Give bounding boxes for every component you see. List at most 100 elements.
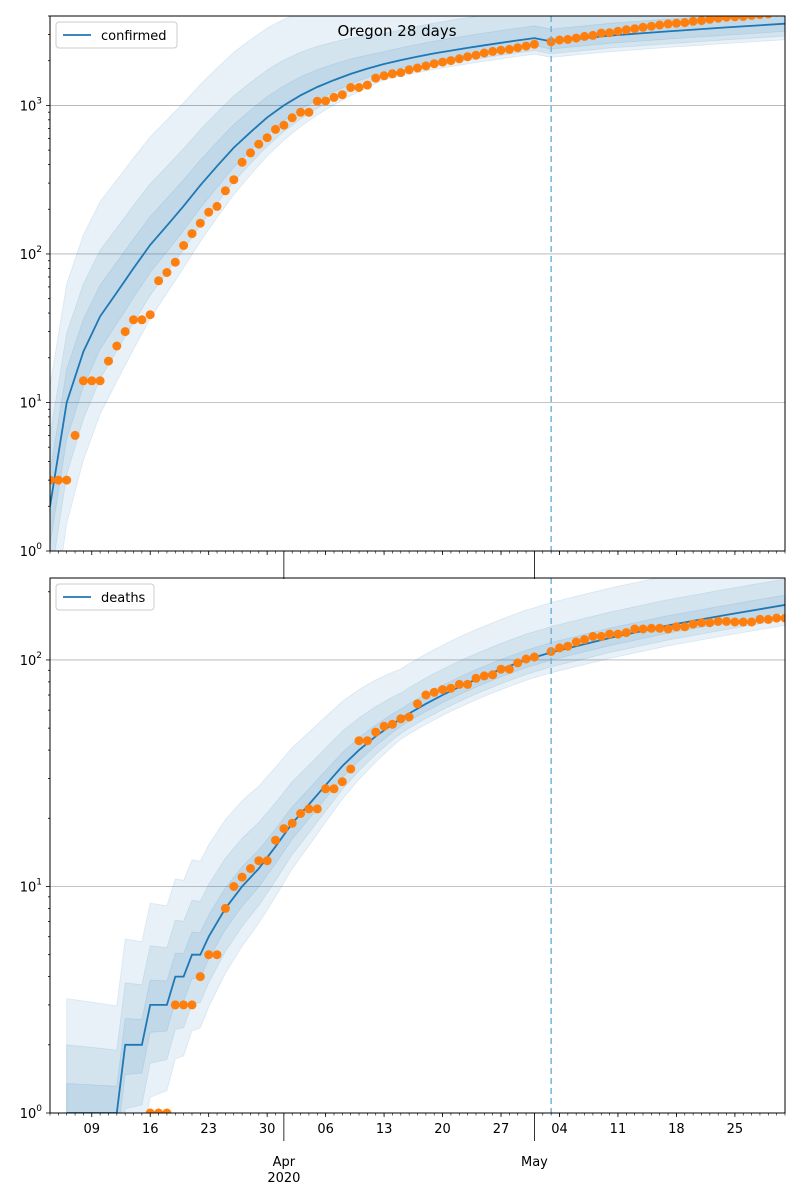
observed-point	[337, 777, 347, 787]
plot-area	[50, 7, 790, 551]
legend-box	[55, 21, 178, 49]
observed-point	[504, 664, 514, 674]
observed-point	[304, 107, 314, 117]
legend: deaths	[55, 583, 155, 611]
observed-point	[646, 623, 656, 633]
observed-point	[154, 1108, 164, 1113]
y-tick-label: 100	[20, 1104, 43, 1122]
x-tick-label: 18	[668, 1122, 685, 1137]
observed-point	[705, 16, 715, 24]
observed-point	[179, 1000, 189, 1010]
x-tick-label: 23	[200, 1122, 217, 1137]
uncertainty-band-1	[66, 578, 785, 1113]
observed-point	[346, 83, 356, 92]
x-year-label: 2020	[267, 1171, 300, 1186]
x-tick-label: 11	[610, 1122, 627, 1137]
observed-point	[571, 33, 581, 43]
observed-point	[738, 617, 748, 627]
observed-point	[279, 824, 289, 834]
observed-point	[195, 972, 205, 982]
observed-point	[104, 356, 113, 366]
observed-point	[162, 1108, 172, 1113]
observed-point	[446, 683, 456, 693]
observed-point	[396, 714, 406, 724]
observed-point	[296, 809, 306, 818]
observed-point	[145, 1108, 155, 1113]
observed-point	[488, 46, 498, 56]
observed-point	[521, 654, 531, 664]
observed-point	[671, 18, 681, 28]
observed-point	[53, 475, 63, 485]
observed-point	[254, 139, 264, 149]
observed-point	[429, 687, 439, 697]
observed-point	[337, 90, 347, 100]
observed-point	[362, 736, 372, 746]
observed-point	[246, 148, 255, 158]
x-tick-label: 04	[551, 1122, 568, 1137]
observed-point	[170, 257, 180, 267]
observed-point	[404, 65, 414, 75]
observed-point	[621, 25, 631, 35]
observed-point	[747, 16, 757, 20]
observed-point	[697, 618, 706, 628]
observed-point	[187, 1000, 197, 1010]
observed-point	[688, 16, 698, 26]
observed-point	[50, 475, 55, 485]
observed-point	[555, 35, 564, 45]
observed-point	[730, 16, 740, 22]
observed-point	[655, 20, 665, 30]
y-tick-label: 101	[20, 393, 42, 411]
observed-point	[78, 376, 88, 386]
observed-point	[479, 48, 489, 58]
observed-point	[496, 45, 506, 55]
deaths-panel: 100 101 102 09 16 23 30 06 13 20 27 04 11 18 25 Apr2020…	[20, 577, 786, 1186]
x-tick-label: 16	[142, 1122, 159, 1137]
observed-point	[764, 16, 773, 19]
observed-point	[262, 133, 272, 143]
observed-point	[387, 719, 397, 729]
observed-point	[580, 31, 589, 41]
observed-point	[680, 18, 690, 28]
observed-point	[254, 856, 264, 866]
observed-point	[646, 21, 656, 31]
observed-point	[596, 28, 606, 38]
observed-point	[321, 96, 331, 106]
x-tick-label: 09	[83, 1122, 100, 1137]
observed-point	[429, 59, 439, 69]
observed-point	[713, 16, 723, 23]
observed-point	[212, 201, 222, 211]
observed-point	[379, 71, 389, 81]
observed-point	[605, 629, 615, 639]
observed-point	[279, 120, 289, 130]
observed-point	[755, 614, 765, 624]
observed-point	[404, 712, 414, 722]
observed-point	[112, 341, 122, 351]
observed-point	[504, 44, 514, 54]
observed-point	[529, 39, 539, 49]
x-tick-label: 30	[259, 1122, 276, 1137]
observed-point	[137, 315, 147, 325]
legend: confirmed	[55, 21, 178, 49]
observed-point	[638, 624, 648, 634]
observed-point	[613, 629, 623, 639]
observed-point	[479, 671, 489, 681]
observed-point	[287, 818, 297, 828]
observed-point	[722, 616, 731, 626]
observed-point	[229, 882, 239, 891]
observed-point	[781, 7, 790, 16]
observed-point	[154, 276, 164, 286]
observed-point	[496, 664, 506, 674]
x-tick-label: 20	[434, 1122, 451, 1137]
observed-point	[454, 679, 464, 689]
observed-point	[680, 622, 690, 632]
observed-point	[354, 83, 364, 92]
observed-point	[421, 61, 431, 71]
observed-point	[747, 617, 757, 627]
y-tick-label: 101	[20, 877, 42, 895]
plot-area	[66, 578, 785, 1113]
confirmed-panel: 100 101 102 103 confirmed	[20, 7, 790, 579]
observed-point	[588, 631, 598, 641]
observed-point	[638, 22, 648, 32]
observed-point	[438, 57, 448, 67]
observed-point	[287, 113, 297, 123]
